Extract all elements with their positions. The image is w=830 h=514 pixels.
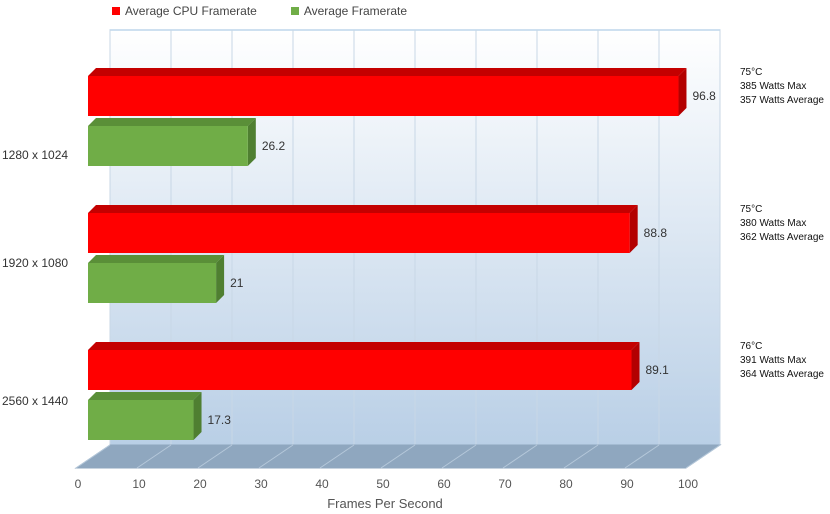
floor-grid-line [258, 444, 294, 469]
data-label: 21 [230, 276, 244, 290]
x-tick-label: 0 [75, 477, 82, 491]
annotation-temp: 75°C [740, 67, 763, 78]
x-tick-label: 40 [315, 477, 329, 491]
legend-swatch-framerate [290, 7, 299, 15]
bar-cpu-framerate-top [88, 342, 640, 350]
x-tick-label: 10 [132, 477, 146, 491]
x-tick-label: 100 [678, 477, 698, 491]
bar-cpu-framerate [88, 76, 679, 116]
category-label: 1920 x 1080 [2, 256, 69, 270]
legend-swatch-cpu [112, 7, 120, 15]
floor-grid-line [441, 444, 477, 469]
floor-grid-line [319, 444, 355, 469]
floor-grid-line [75, 444, 111, 469]
floor-grid-line [624, 444, 660, 469]
annotation-max: 380 Watts Max [740, 218, 807, 229]
bar-framerate [88, 263, 217, 303]
floor-grid-line [380, 444, 416, 469]
annotation-temp: 75°C [740, 204, 763, 215]
x-tick-label: 50 [376, 477, 390, 491]
x-tick-label: 90 [620, 477, 634, 491]
annotation-avg: 364 Watts Average [740, 369, 824, 380]
floor-grid-line [197, 444, 233, 469]
bar-framerate-side [193, 392, 202, 440]
bar-cpu-framerate-side [629, 205, 638, 253]
bar-framerate-side [247, 118, 256, 166]
floor-grid-line [136, 444, 172, 469]
bar-cpu-framerate [88, 350, 632, 390]
annotation-avg: 357 Watts Average [740, 95, 824, 106]
annotation-max: 385 Watts Max [740, 81, 807, 92]
bar-cpu-framerate [88, 213, 630, 253]
data-label: 88.8 [644, 226, 668, 240]
data-label: 96.8 [692, 89, 716, 103]
annotation-temp: 76°C [740, 341, 763, 352]
x-tick-label: 30 [254, 477, 268, 491]
annotation-1920: 75°C 380 Watts Max 362 Watts Average [740, 203, 824, 245]
x-tick-label: 70 [498, 477, 512, 491]
bar-framerate-top [88, 255, 225, 263]
category-label: 1280 x 1024 [2, 148, 69, 162]
floor-grid-line [502, 444, 538, 469]
floor-grid-line [685, 444, 721, 469]
data-label: 89.1 [646, 363, 670, 377]
bar-cpu-framerate-side [631, 342, 640, 390]
bar-framerate [88, 126, 248, 166]
annotation-1280: 75°C 385 Watts Max 357 Watts Average [740, 66, 824, 108]
x-tick-label: 60 [437, 477, 451, 491]
annotation-2560: 76°C 391 Watts Max 364 Watts Average [740, 340, 824, 382]
category-label: 2560 x 1440 [2, 394, 69, 408]
bar-framerate [88, 400, 194, 440]
annotation-max: 391 Watts Max [740, 355, 807, 366]
x-tick-label: 20 [193, 477, 207, 491]
bar-framerate-top [88, 392, 202, 400]
x-tick-label: 80 [559, 477, 573, 491]
legend-item-framerate: Average Framerate [290, 4, 408, 18]
data-label: 17.3 [208, 413, 232, 427]
floor-grid-line [563, 444, 599, 469]
annotation-avg: 362 Watts Average [740, 232, 824, 243]
bar-cpu-framerate-top [88, 68, 687, 76]
bar-framerate-top [88, 118, 256, 126]
bar-framerate-side [216, 255, 225, 303]
legend-item-cpu-framerate: Average CPU Framerate [112, 4, 257, 18]
legend-label-framerate: Average Framerate [303, 4, 408, 18]
bar-cpu-framerate-top [88, 205, 638, 213]
data-label: 26.2 [262, 139, 286, 153]
x-axis-label: Frames Per Second [327, 496, 443, 511]
legend: Average CPU Framerate Average Framerate [112, 4, 407, 18]
legend-label-cpu: Average CPU Framerate [125, 4, 257, 18]
bar-cpu-framerate-side [678, 68, 687, 116]
